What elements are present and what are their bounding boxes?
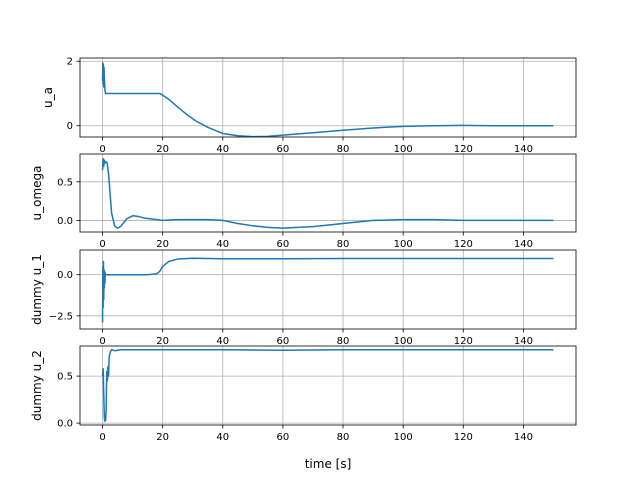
y-tick-label: 0.0	[57, 216, 73, 227]
x-tick-label: 80	[337, 144, 350, 155]
x-tick-label: 60	[277, 144, 290, 155]
x-axis-label: time [s]	[305, 457, 352, 471]
y-tick-label: −2.5	[49, 311, 73, 322]
x-tick-label: 120	[454, 144, 473, 155]
x-tick-label: 100	[394, 144, 413, 155]
x-tick-label: 40	[216, 432, 229, 443]
x-tick-label: 120	[454, 432, 473, 443]
x-tick-label: 0	[99, 144, 105, 155]
series-line	[101, 349, 554, 422]
x-tick-label: 20	[156, 144, 169, 155]
x-tick-label: 140	[514, 432, 533, 443]
y-tick-label: 0.5	[57, 372, 73, 383]
x-tick-label: 140	[514, 239, 533, 250]
x-tick-label: 140	[514, 336, 533, 347]
y-tick-label: 0.0	[57, 270, 73, 281]
x-tick-label: 140	[514, 144, 533, 155]
x-tick-label: 120	[454, 239, 473, 250]
axes-frame	[79, 345, 577, 426]
y-axis-label: dummy u_2	[30, 350, 44, 421]
x-tick-label: 100	[394, 239, 413, 250]
x-tick-label: 60	[277, 432, 290, 443]
x-tick-label: 20	[156, 432, 169, 443]
x-tick-label: 120	[454, 336, 473, 347]
subplot-3: 0 20 40 60 80 100 120 140 −2.5 0.0 dummy u_1	[30, 249, 577, 347]
y-axis-label: u_a	[41, 87, 55, 108]
subplot-1: 0 20 40 60 80 100 120 140 0 2 u_a	[41, 57, 577, 155]
x-tick-label: 100	[394, 336, 413, 347]
subplot-2: 0 20 40 60 80 100 120 140 0.0 0.5 u_omega	[30, 153, 577, 250]
x-tick-label: 20	[156, 336, 169, 347]
x-tick-label: 0	[99, 239, 105, 250]
y-axis-label: dummy u_1	[30, 254, 44, 325]
x-tick-label: 80	[337, 432, 350, 443]
axes-frame	[79, 57, 577, 138]
x-tick-label: 80	[337, 336, 350, 347]
y-axis-label: u_omega	[30, 166, 44, 221]
axes-frame	[79, 249, 577, 330]
x-tick-label: 0	[99, 336, 105, 347]
y-tick-label: 0.0	[57, 419, 73, 430]
axes-frame	[79, 153, 577, 233]
x-tick-label: 40	[216, 336, 229, 347]
series-line	[101, 257, 554, 323]
y-tick-label: 2	[67, 57, 73, 68]
x-tick-label: 40	[216, 239, 229, 250]
y-tick-label: 0.5	[57, 177, 73, 188]
x-tick-label: 100	[394, 432, 413, 443]
x-tick-label: 60	[277, 336, 290, 347]
x-tick-label: 40	[216, 144, 229, 155]
x-tick-label: 80	[337, 239, 350, 250]
series-line	[101, 157, 554, 229]
x-tick-label: 60	[277, 239, 290, 250]
x-tick-label: 20	[156, 239, 169, 250]
x-tick-label: 0	[99, 432, 105, 443]
y-tick-label: 0	[67, 121, 73, 132]
series-line	[101, 62, 554, 137]
